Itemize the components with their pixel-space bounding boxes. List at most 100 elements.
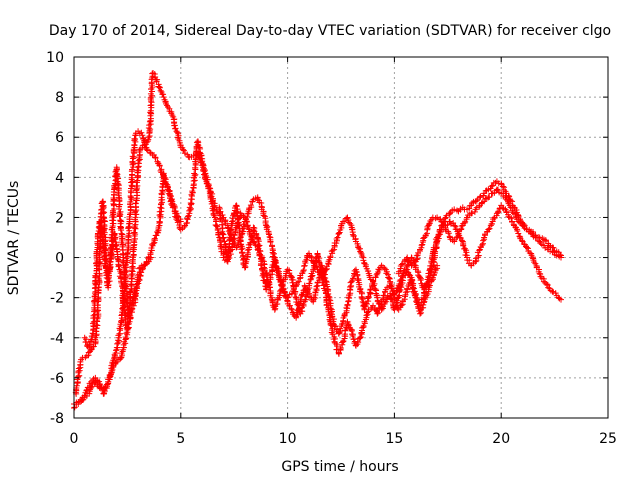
data-point [453, 234, 460, 241]
data-point [157, 87, 164, 94]
data-point [533, 234, 540, 241]
data-point [468, 210, 475, 217]
data-point [229, 218, 236, 225]
data-point [203, 179, 210, 186]
data-point [475, 252, 482, 259]
data-point [312, 258, 319, 264]
data-point [110, 195, 117, 202]
data-point [97, 223, 104, 230]
data-point [106, 259, 113, 266]
data-point [288, 273, 295, 280]
data-point [157, 167, 164, 174]
data-point [147, 254, 154, 261]
data-point [216, 204, 223, 211]
data-point [88, 384, 95, 391]
data-point [327, 309, 334, 316]
plot-frame [73, 56, 609, 419]
data-point [445, 230, 452, 237]
data-point [116, 213, 123, 220]
data-point [357, 249, 364, 256]
data-point [427, 218, 434, 225]
data-point [409, 261, 416, 268]
data-point [329, 247, 336, 254]
data-point [434, 262, 441, 269]
data-point [360, 323, 367, 330]
data-point [219, 231, 226, 238]
data-point [404, 254, 411, 261]
data-point [71, 404, 78, 411]
data-point [112, 236, 119, 243]
data-point [394, 295, 401, 302]
data-point [295, 278, 302, 285]
data-point [151, 235, 158, 242]
data-point [511, 210, 518, 217]
data-point [129, 166, 136, 173]
data-point [145, 134, 152, 141]
data-point [142, 141, 149, 148]
data-point [396, 287, 403, 294]
y-tick-label: -4 [50, 331, 64, 347]
data-point [227, 232, 234, 239]
axis-tick-labels: 0 5 10 15 20 25 -8 -6 -4 -2 0 2 4 6 8 10 [46, 50, 617, 447]
data-point [156, 218, 163, 225]
data-point [152, 154, 159, 161]
data-point [265, 282, 272, 289]
data-point [337, 345, 344, 352]
data-point [466, 205, 473, 212]
data-point [404, 266, 411, 273]
data-point [86, 341, 93, 348]
data-point [214, 223, 221, 230]
data-point [243, 218, 250, 225]
data-point [300, 301, 307, 308]
data-point [116, 206, 123, 213]
data-point [386, 275, 393, 282]
data-point [356, 335, 363, 342]
data-point [250, 224, 257, 231]
data-point [112, 243, 119, 250]
data-point [170, 201, 177, 208]
data-point [85, 342, 92, 349]
data-point [499, 183, 506, 190]
data-point [150, 240, 157, 247]
data-point [439, 219, 446, 226]
data-point [301, 263, 308, 270]
data-point [162, 180, 169, 187]
data-point [126, 318, 133, 325]
data-point [306, 280, 313, 287]
data-point [461, 245, 468, 252]
series-arc-5 [395, 186, 565, 277]
data-point [276, 272, 283, 279]
data-point [426, 221, 433, 228]
data-point [334, 234, 341, 241]
data-point [290, 285, 297, 292]
data-point [121, 301, 128, 308]
data-point [426, 282, 433, 289]
data-point [361, 260, 368, 267]
data-point [274, 296, 281, 303]
data-point [374, 309, 381, 316]
data-point [375, 300, 382, 307]
data-point [153, 78, 160, 85]
data-point [123, 330, 130, 337]
data-point [172, 125, 179, 132]
data-point [166, 188, 173, 195]
data-point [477, 193, 484, 200]
data-point [148, 99, 155, 106]
data-point [453, 207, 460, 214]
data-point [531, 259, 538, 266]
data-point [107, 255, 114, 262]
data-point [417, 277, 424, 284]
data-point [558, 296, 565, 303]
data-point [127, 312, 134, 319]
data-point [160, 91, 167, 98]
data-point [387, 295, 394, 302]
data-point [238, 246, 245, 253]
data-point [313, 283, 320, 290]
data-point [408, 279, 415, 286]
data-point [113, 347, 120, 354]
data-point [101, 209, 108, 216]
data-point [128, 182, 135, 189]
data-point [257, 251, 264, 258]
data-point [323, 278, 330, 285]
data-point [300, 268, 307, 275]
